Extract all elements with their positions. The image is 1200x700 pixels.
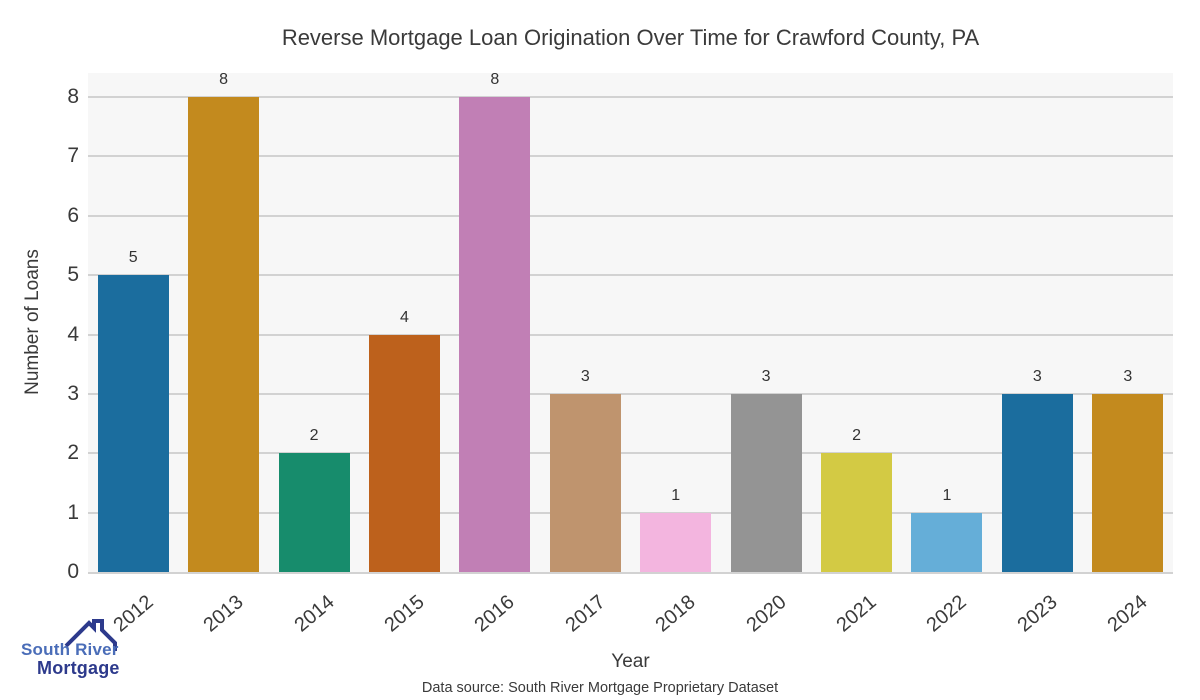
- bar: [640, 512, 712, 572]
- bar: [97, 275, 169, 572]
- gridline: [88, 392, 1173, 395]
- bar-value-label: 2: [852, 427, 861, 445]
- gridline: [88, 274, 1173, 277]
- gridline: [88, 452, 1173, 455]
- y-tick-label: 3: [67, 381, 79, 405]
- gridline: [88, 333, 1173, 336]
- y-tick-label: 1: [67, 500, 79, 524]
- y-tick-label: 5: [67, 263, 79, 287]
- gridline: [88, 511, 1173, 514]
- x-tick-label-text: 2021: [832, 591, 881, 637]
- x-tick-label-text: 2023: [1013, 591, 1062, 637]
- bar: [730, 393, 802, 572]
- data-source-note: Data source: South River Mortgage Propri…: [421, 680, 779, 696]
- bar-value-label: 3: [1123, 367, 1133, 385]
- bar: [188, 97, 260, 572]
- x-tick-label-text: 2014: [289, 591, 339, 637]
- plot-area: 5 8 2 4 8 3 1 3 2 1 3 3: [88, 71, 1173, 574]
- bar-value-label: 8: [490, 71, 500, 88]
- chart-title: Reverse Mortgage Loan Origination Over T…: [281, 25, 980, 50]
- bar: [368, 334, 440, 572]
- south-river-mortgage-logo: South River Mortgage: [15, 613, 140, 688]
- x-tick-label-text: 2013: [199, 591, 248, 637]
- x-tick-label-text: 2015: [380, 591, 429, 637]
- gridline: [88, 96, 1173, 98]
- x-tick-label-text: 2022: [922, 591, 972, 637]
- bar-value-label: 3: [580, 367, 590, 385]
- x-axis-label: Year: [611, 651, 650, 672]
- bar-value-label: 8: [219, 71, 229, 88]
- bar-value-label: 1: [942, 486, 952, 504]
- bar: [1001, 393, 1073, 572]
- gridline: [88, 155, 1173, 158]
- bar-value-label: 2: [309, 427, 319, 445]
- bar: [1092, 393, 1164, 572]
- y-tick-label: 0: [67, 560, 79, 583]
- x-tick-label-text: 2024: [1103, 591, 1152, 637]
- bar-value-label: 3: [1032, 367, 1042, 385]
- bar-value-label: 4: [400, 308, 409, 326]
- y-tick-label: 2: [67, 441, 79, 465]
- y-tick-label: 6: [67, 203, 79, 227]
- house-roof-icon: [64, 619, 117, 651]
- bar-value-label: 1: [671, 486, 681, 504]
- bar: [549, 393, 621, 572]
- bar: [821, 453, 893, 572]
- y-tick-label: 7: [67, 144, 79, 168]
- y-tick-label: 8: [67, 85, 79, 108]
- x-tick-label-text: 2020: [742, 591, 791, 637]
- bar: [459, 97, 531, 572]
- x-tick-label-text: 2016: [470, 591, 520, 637]
- bar: [278, 453, 350, 572]
- x-tick-label-text: 2018: [651, 591, 700, 637]
- logo-text-line1: South River: [21, 640, 119, 659]
- logo-text-line2: Mortgage: [37, 658, 120, 678]
- x-tick-label-text: 2017: [561, 591, 610, 637]
- bar: [911, 512, 983, 572]
- bar-value-label: 5: [128, 249, 138, 267]
- bar-value-label: 3: [761, 367, 771, 385]
- gridline: [88, 214, 1173, 217]
- y-tick-label: 4: [67, 322, 79, 346]
